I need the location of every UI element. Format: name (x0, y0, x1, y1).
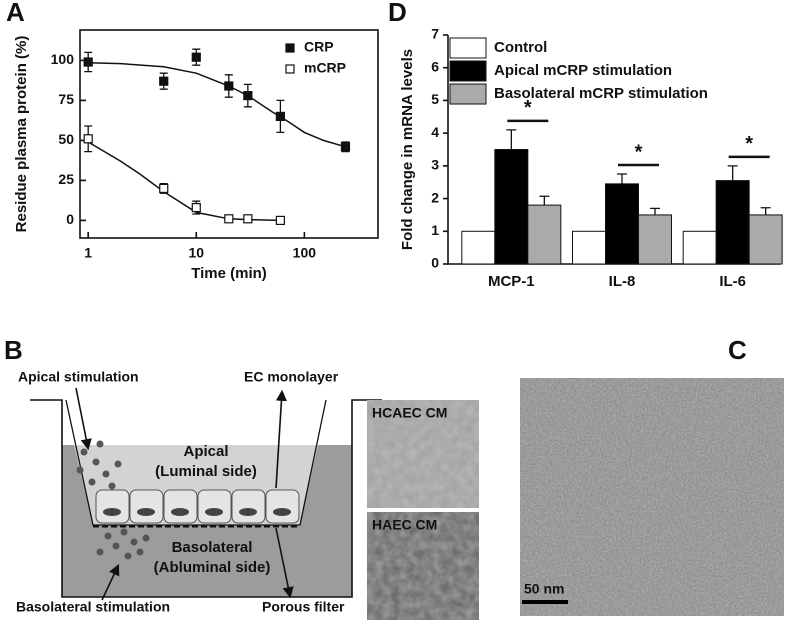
y-tick-label: 0 (431, 255, 439, 271)
micrographs: HCAEC CM HAEC CM (367, 400, 479, 620)
y-axis-label: Fold change in mRNA levels (399, 49, 416, 250)
y-tick-label: 0 (66, 211, 74, 227)
y-tick-label: 4 (431, 124, 439, 140)
y-tick-label: 25 (58, 171, 74, 187)
label: Basolateral (172, 539, 253, 556)
arrow (275, 527, 294, 599)
marker (243, 90, 253, 101)
legend-label: mCRP (304, 60, 346, 76)
marker (275, 215, 285, 225)
scale-bar-label: 50 nm (524, 581, 564, 597)
bar (605, 183, 639, 265)
bar (527, 204, 562, 265)
x-tick-label: MCP-1 (488, 273, 535, 290)
legend-label: Control (494, 39, 547, 56)
panel-label: B (4, 335, 23, 365)
bar (682, 230, 717, 265)
y-tick-label: 50 (58, 131, 74, 147)
y-tick-label: 7 (431, 26, 439, 42)
x-tick-label: IL-6 (719, 273, 746, 290)
bar (572, 230, 606, 265)
marker (191, 203, 201, 213)
label: Basolateral stimulation (16, 599, 170, 615)
y-tick-label: 5 (431, 91, 439, 107)
marker (83, 57, 93, 67)
significance-label: * (635, 141, 643, 163)
error-bar (506, 129, 517, 150)
label: Apical (183, 443, 228, 460)
well (30, 399, 382, 598)
x-tick-label: 1 (84, 245, 92, 261)
y-tick-label: 3 (431, 157, 439, 173)
fit-curve (87, 141, 281, 222)
marker (224, 214, 234, 224)
marker (159, 76, 169, 86)
legend-label: CRP (304, 39, 334, 55)
label: Porous filter (262, 599, 345, 615)
x-axis-label: Time (min) (191, 265, 267, 282)
legend-marker (285, 43, 295, 53)
x-tick-label: IL-8 (609, 273, 636, 290)
cells (95, 489, 300, 524)
marker (275, 111, 285, 122)
y-tick-label: 75 (58, 91, 74, 107)
y-tick-label: 100 (51, 51, 75, 67)
bar (715, 180, 750, 265)
x-tick-label: 10 (188, 245, 204, 261)
label: (Luminal side) (155, 463, 257, 480)
significance-label: * (745, 133, 753, 155)
marker (243, 214, 253, 224)
bar (638, 214, 672, 265)
y-axis-label: Residue plasma protein (%) (13, 36, 30, 233)
legend-swatch (449, 83, 487, 105)
transwell-diagram: Apical stimulation EC monolayer Apical (… (16, 369, 382, 615)
marker (159, 183, 169, 193)
arrow (275, 389, 288, 489)
marker (83, 134, 93, 144)
stimulus-dots (76, 440, 150, 560)
panel-label: C (728, 335, 747, 365)
legend-label: Basolateral mCRP stimulation (494, 85, 708, 102)
panel-label: A (6, 0, 25, 27)
arrow (75, 387, 92, 451)
label: EC monolayer (244, 369, 339, 385)
y-tick-label: 1 (431, 222, 439, 238)
label: (Abluminal side) (154, 559, 271, 576)
error-bar (650, 207, 660, 215)
plot-frame (79, 29, 379, 239)
label: Apical stimulation (18, 369, 139, 385)
bar (748, 214, 783, 265)
legend-marker (285, 64, 295, 74)
micrograph-texture (367, 512, 479, 620)
bar (494, 149, 529, 265)
micrograph-label: HAEC CM (372, 517, 437, 533)
error-bar (617, 173, 627, 184)
legend-swatch (449, 60, 487, 82)
marker (191, 52, 201, 62)
em-texture (520, 378, 784, 616)
error-bar (727, 165, 738, 181)
marker (224, 81, 234, 91)
x-tick-label: 100 (293, 245, 317, 261)
marker (340, 142, 351, 152)
arrow (101, 563, 120, 601)
legend-label: Apical mCRP stimulation (494, 62, 672, 79)
significance-label: * (524, 97, 532, 119)
micrograph-texture (367, 400, 479, 508)
bar (461, 230, 496, 265)
panel-label: D (388, 0, 407, 27)
micrograph-label: HCAEC CM (372, 405, 447, 421)
error-bar (760, 207, 771, 215)
error-bar (539, 195, 550, 206)
y-tick-label: 2 (431, 189, 439, 205)
em-image: 50 nm (520, 378, 784, 616)
y-tick-label: 6 (431, 58, 439, 74)
legend-swatch (449, 37, 487, 59)
